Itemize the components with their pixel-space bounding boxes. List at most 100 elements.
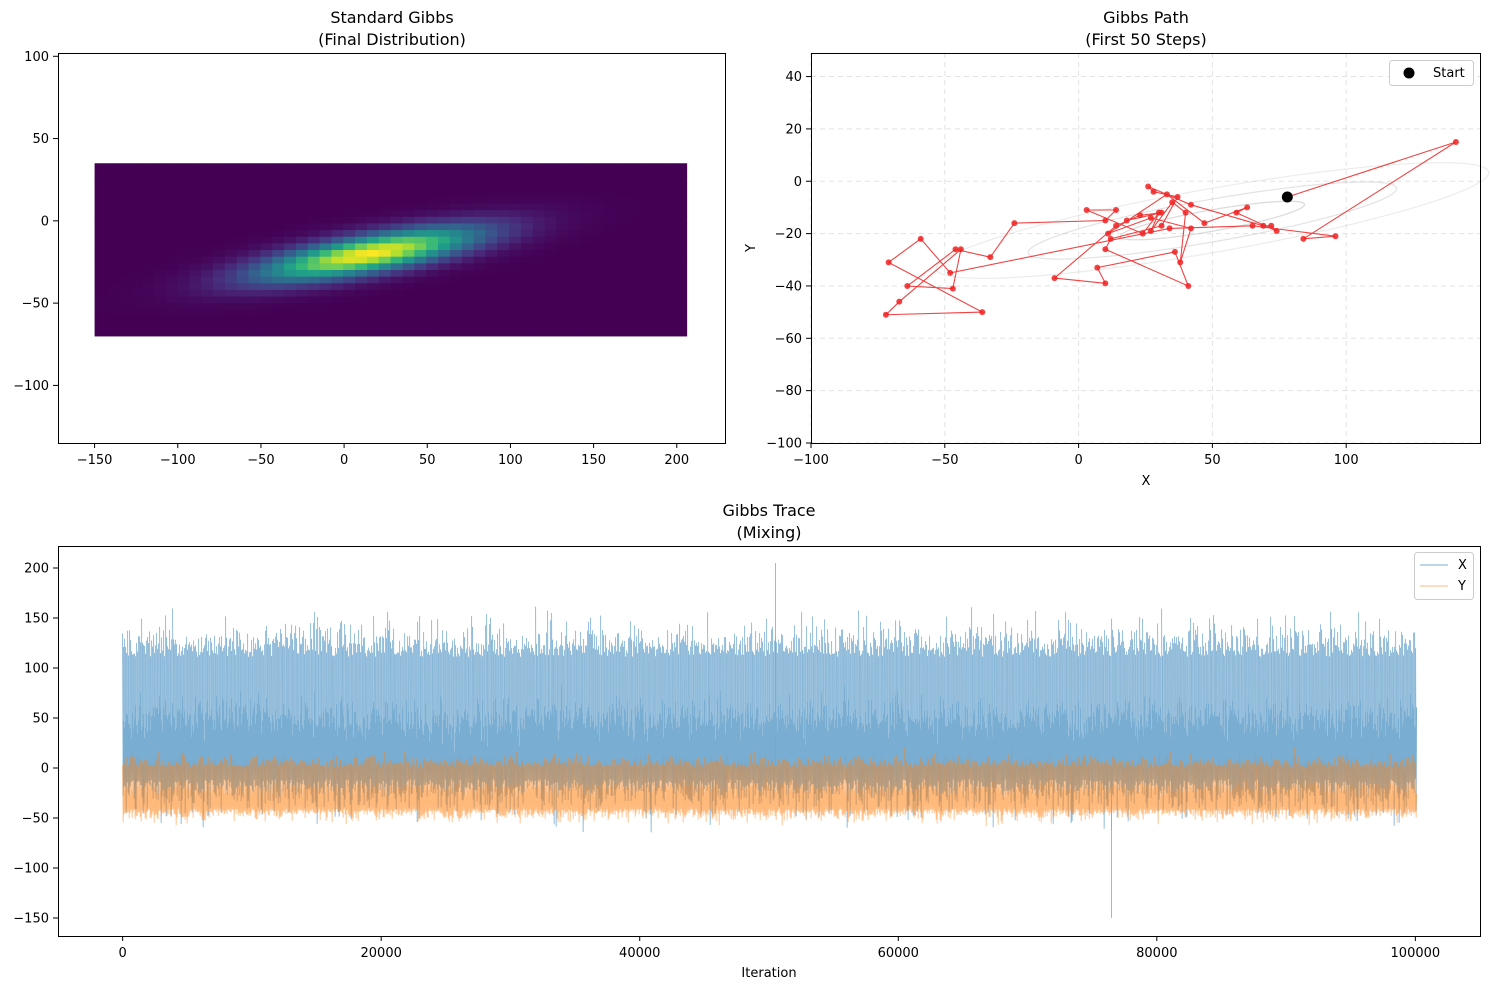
- heatmap-cell: [295, 243, 309, 251]
- heatmap-cell: [331, 276, 344, 284]
- heatmap-cell: [284, 302, 297, 310]
- trace-ytick-label: 50: [32, 712, 49, 727]
- heatmap-cell: [153, 289, 167, 297]
- heatmap-xtick-label: 50: [419, 453, 436, 468]
- heatmap-cell: [331, 302, 344, 310]
- path-point: [1332, 233, 1339, 240]
- heatmap-cell: [165, 229, 178, 237]
- heatmap-cell: [426, 289, 439, 297]
- heatmap-cell: [284, 196, 297, 204]
- heatmap-cell: [615, 316, 628, 324]
- heatmap-cell: [295, 216, 309, 224]
- heatmap-cell: [663, 196, 676, 204]
- heatmap-cell: [663, 262, 676, 270]
- trace-ytick-label: 200: [24, 562, 49, 577]
- heatmap-cell: [390, 189, 403, 197]
- heatmap-cell: [639, 236, 652, 244]
- heatmap-cell: [532, 243, 546, 251]
- heatmap-cell: [319, 216, 332, 224]
- heatmap-cell: [236, 209, 249, 217]
- heatmap-cell: [509, 183, 522, 191]
- heatmap-cell: [580, 289, 593, 297]
- path-point: [917, 235, 924, 242]
- heatmap-cell: [165, 163, 178, 171]
- path-xlabel: X: [1142, 474, 1151, 489]
- heatmap-cell: [651, 269, 664, 277]
- heatmap-cell: [213, 223, 226, 231]
- heatmap-cell: [153, 329, 167, 337]
- heatmap-cell: [307, 209, 321, 217]
- heatmap-cell: [627, 229, 640, 237]
- heatmap-cell: [355, 209, 368, 217]
- heatmap-xtick-label: −150: [77, 453, 113, 468]
- heatmap-cell: [331, 169, 344, 177]
- heatmap-cell: [414, 229, 427, 237]
- heatmap-cell: [674, 322, 688, 330]
- heatmap-cell: [378, 243, 392, 251]
- heatmap-cell: [390, 269, 403, 277]
- heatmap-cell: [615, 163, 628, 171]
- trace-xlabel: Iteration: [741, 966, 796, 981]
- heatmap-cell: [497, 163, 510, 171]
- heatmap-cell: [118, 223, 131, 231]
- heatmap-cell: [402, 229, 415, 237]
- heatmap-cell: [165, 223, 178, 231]
- heatmap-cell: [295, 176, 309, 184]
- heatmap-cell: [260, 302, 273, 310]
- heatmap-cell: [295, 163, 309, 171]
- path-point: [1268, 222, 1275, 229]
- heatmap-cell: [331, 249, 344, 257]
- heatmap-cell: [461, 183, 474, 191]
- heatmap-cell: [272, 236, 285, 244]
- heatmap-cell: [319, 196, 332, 204]
- heatmap-cell: [532, 203, 546, 211]
- heatmap-cell: [189, 209, 202, 217]
- path-point: [1094, 264, 1101, 271]
- heatmap-cell: [426, 189, 439, 197]
- heatmap-cell: [390, 229, 403, 237]
- heatmap-cell: [260, 282, 273, 290]
- heatmap-cell: [449, 183, 463, 191]
- heatmap-cell: [426, 296, 439, 304]
- heatmap-cell: [260, 329, 273, 337]
- heatmap-cell: [663, 249, 676, 257]
- heatmap-cell: [414, 249, 427, 257]
- heatmap-cell: [295, 269, 309, 277]
- heatmap-cell: [260, 276, 273, 284]
- heatmap-cell: [497, 289, 510, 297]
- heatmap-ytick-label: 50: [32, 132, 49, 147]
- heatmap-cell: [248, 329, 261, 337]
- heatmap-cell: [615, 243, 628, 251]
- heatmap-cell: [615, 329, 628, 337]
- heatmap-cell: [438, 269, 451, 277]
- heatmap-cell: [307, 309, 321, 317]
- heatmap-cell: [509, 189, 522, 197]
- heatmap-cell: [355, 329, 368, 337]
- heatmap-cell: [414, 296, 427, 304]
- heatmap-cell: [307, 243, 321, 251]
- heatmap-cell: [213, 322, 226, 330]
- path-point: [1107, 235, 1114, 242]
- heatmap-cell: [236, 282, 249, 290]
- heatmap-cell: [509, 163, 522, 171]
- heatmap-cell: [473, 302, 486, 310]
- heatmap-cell: [509, 309, 522, 317]
- heatmap-cell: [189, 223, 202, 231]
- heatmap-cell: [343, 169, 356, 177]
- heatmap-cell: [449, 302, 463, 310]
- heatmap-cell: [390, 203, 403, 211]
- heatmap-cell: [141, 309, 155, 317]
- heatmap-cell: [473, 296, 486, 304]
- heatmap-cell: [260, 249, 273, 257]
- heatmap-cell: [355, 296, 368, 304]
- heatmap-cell: [343, 243, 356, 251]
- heatmap-cell: [378, 269, 392, 277]
- heatmap-cell: [438, 296, 451, 304]
- heatmap-cell: [201, 183, 214, 191]
- heatmap-cell: [295, 249, 309, 257]
- heatmap-cell: [284, 276, 297, 284]
- heatmap-cell: [130, 329, 143, 337]
- heatmap-cell: [201, 203, 214, 211]
- heatmap-cell: [343, 216, 356, 224]
- heatmap-cell: [272, 163, 285, 171]
